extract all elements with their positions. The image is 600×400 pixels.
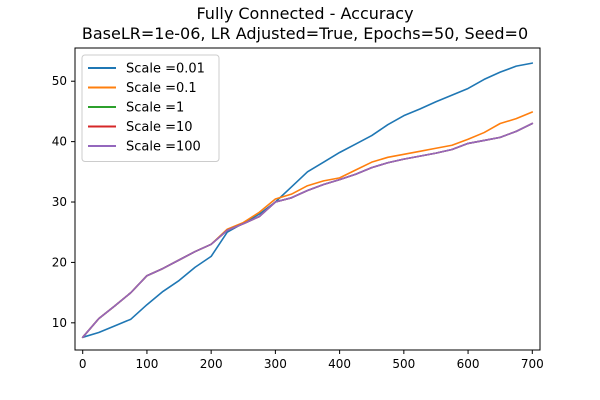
x-tick-label: 400 <box>328 357 351 371</box>
legend-label: Scale =10 <box>126 120 193 135</box>
legend: Scale =0.01 Scale =0.1 Scale =1 Scale =10 Sc… <box>81 54 220 162</box>
plot-area <box>81 62 534 339</box>
chart-subtitle: BaseLR=1e-06, LR Adjusted=True, Epochs=5… <box>82 24 528 43</box>
series-line-0 <box>81 62 534 339</box>
legend-label: Scale =1 <box>126 101 184 116</box>
x-tick-label: 500 <box>392 357 415 371</box>
y-tick-label: 20 <box>52 255 67 269</box>
y-tick-label: 10 <box>52 316 67 330</box>
series-line-4 <box>81 122 534 339</box>
y-tick-label: 40 <box>52 135 67 149</box>
legend-label: Scale =0.1 <box>126 81 197 96</box>
x-tick-label: 100 <box>135 357 158 371</box>
x-tick-label: 300 <box>264 357 287 371</box>
y-tick-label: 30 <box>52 195 67 209</box>
x-tick-label: 700 <box>521 357 544 371</box>
chart-title: Fully Connected - Accuracy <box>196 4 413 23</box>
axes-frame <box>74 47 541 351</box>
x-axis-ticks: 0 100 200 300 400 500 600 700 <box>79 350 544 371</box>
y-tick-label: 50 <box>52 74 67 88</box>
legend-label: Scale =0.01 <box>126 62 205 77</box>
x-tick-label: 600 <box>457 357 480 371</box>
y-axis-ticks: 10 20 30 40 50 <box>52 74 75 330</box>
legend-label: Scale =100 <box>126 140 201 155</box>
x-tick-label: 0 <box>79 357 87 371</box>
x-tick-label: 200 <box>200 357 223 371</box>
legend-box <box>81 54 220 162</box>
